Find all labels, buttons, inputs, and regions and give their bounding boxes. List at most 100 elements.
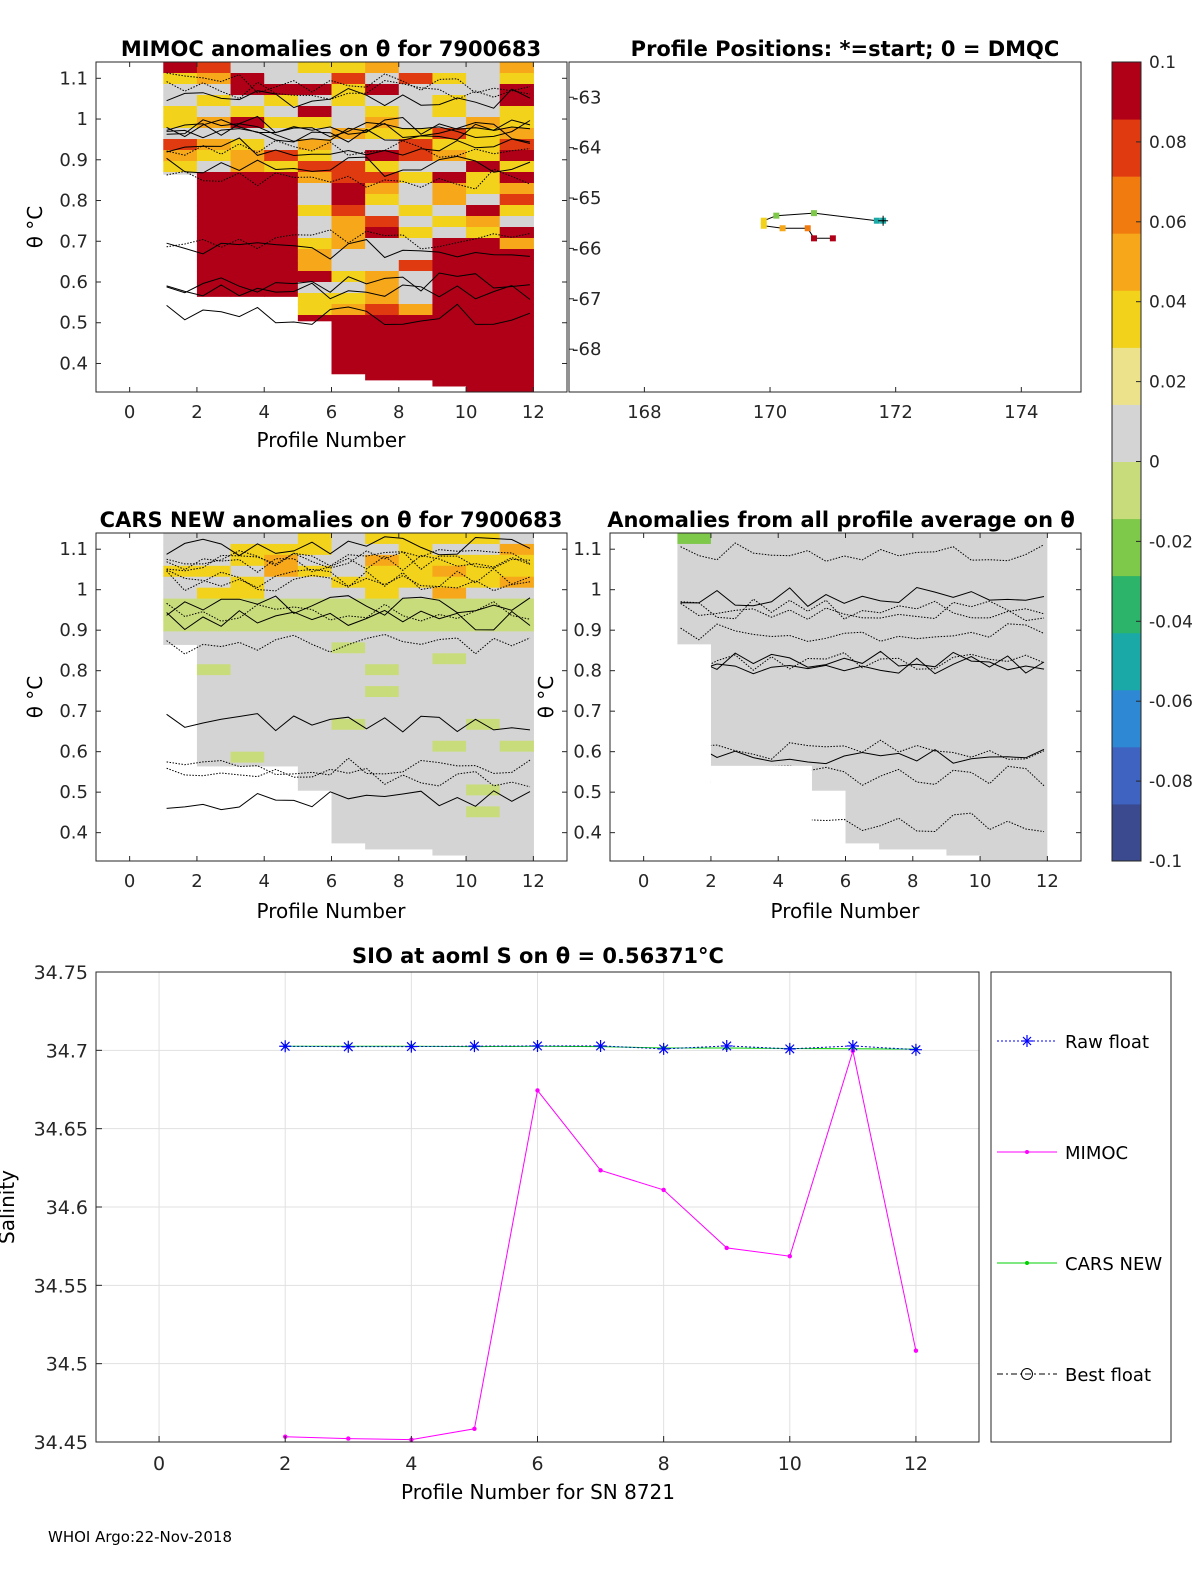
heat-cell bbox=[432, 675, 467, 687]
contour-line bbox=[166, 549, 531, 569]
heat-cell bbox=[297, 73, 333, 85]
heat-cell bbox=[811, 729, 847, 742]
heat-cell bbox=[466, 183, 501, 195]
contour-line bbox=[166, 122, 531, 142]
data-point-raw-float bbox=[342, 1040, 355, 1053]
heat-cell bbox=[398, 740, 434, 753]
positions-title: Profile Positions: *=start; 0 = DMQC bbox=[631, 37, 1060, 61]
heat-cell bbox=[466, 707, 501, 720]
heat-cell bbox=[432, 686, 467, 698]
y-tick-label: 1.1 bbox=[59, 68, 88, 89]
heat-cell bbox=[196, 751, 232, 764]
heat-cell bbox=[879, 817, 914, 829]
heat-cell bbox=[432, 370, 467, 382]
y-tick-label: 1.1 bbox=[59, 539, 88, 560]
heat-cell bbox=[744, 543, 779, 556]
heat-cell bbox=[980, 729, 1015, 742]
heat-cell bbox=[1013, 751, 1048, 764]
heat-cell bbox=[297, 183, 333, 195]
heat-cell bbox=[432, 172, 467, 184]
heat-cell bbox=[163, 587, 198, 600]
heat-cell bbox=[778, 620, 813, 632]
heat-cell bbox=[1013, 795, 1048, 807]
heat-cell bbox=[365, 664, 400, 676]
y-tick-label: -66 bbox=[572, 238, 601, 259]
heat-cell bbox=[466, 326, 501, 338]
heat-cell bbox=[980, 587, 1015, 600]
heat-cell bbox=[297, 282, 333, 294]
heat-cell bbox=[466, 565, 501, 578]
heat-cell bbox=[297, 106, 333, 118]
heat-cell bbox=[980, 543, 1015, 556]
heat-cell bbox=[811, 664, 847, 676]
heat-cell bbox=[946, 762, 981, 775]
heat-cell bbox=[710, 631, 746, 643]
heat-cell bbox=[1013, 762, 1048, 775]
heat-cell bbox=[264, 282, 299, 294]
legend-entry-mimoc: MIMOC bbox=[997, 1143, 1128, 1164]
heat-cell bbox=[432, 631, 467, 643]
heat-cell bbox=[744, 664, 779, 676]
heat-cell bbox=[811, 620, 847, 632]
heat-cell bbox=[432, 348, 467, 360]
heat-cell bbox=[811, 576, 847, 589]
heat-cell bbox=[264, 216, 299, 228]
heat-cell bbox=[196, 740, 232, 753]
heat-cell bbox=[230, 227, 265, 239]
heat-cell bbox=[946, 817, 981, 829]
heat-cell bbox=[297, 631, 333, 643]
heat-cell bbox=[466, 533, 501, 545]
heat-cell bbox=[297, 642, 333, 654]
heat-cell bbox=[946, 554, 981, 567]
heat-cell bbox=[912, 828, 948, 840]
heat-cell bbox=[1013, 806, 1048, 818]
heat-cell bbox=[331, 249, 366, 261]
heat-cell bbox=[778, 653, 813, 665]
heat-cell bbox=[1013, 533, 1048, 545]
heat-cell bbox=[196, 194, 232, 206]
heat-cell bbox=[230, 686, 265, 698]
heat-cell bbox=[879, 642, 914, 654]
y-tick-label: 1 bbox=[77, 580, 88, 601]
y-tick-label: 0.9 bbox=[59, 150, 88, 171]
heat-cell bbox=[980, 828, 1015, 840]
heat-cell bbox=[264, 95, 299, 107]
heat-cell bbox=[845, 686, 880, 698]
heat-cell bbox=[466, 227, 501, 239]
heat-cell bbox=[744, 697, 779, 709]
heat-cell bbox=[466, 839, 501, 851]
data-point-mimoc bbox=[787, 1253, 792, 1259]
heat-cell bbox=[912, 751, 948, 764]
heat-cell bbox=[432, 216, 467, 228]
heat-cell bbox=[499, 642, 534, 654]
heat-cell bbox=[980, 751, 1015, 764]
x-tick-label: 174 bbox=[1004, 402, 1038, 423]
profile-position-marker bbox=[804, 225, 811, 232]
heat-cell bbox=[466, 795, 501, 807]
heat-cell bbox=[466, 348, 501, 360]
heat-cell bbox=[297, 238, 333, 250]
heat-cell bbox=[980, 620, 1015, 632]
colorbar-tick-label: 0 bbox=[1149, 453, 1160, 473]
contour-line bbox=[680, 765, 1045, 787]
heat-cell bbox=[331, 84, 366, 96]
heat-cell bbox=[466, 828, 501, 840]
heat-cell bbox=[331, 337, 366, 349]
average-xlabel: Profile Number bbox=[771, 899, 921, 923]
heat-cell bbox=[879, 620, 914, 632]
heat-cell bbox=[845, 817, 880, 829]
heat-cell bbox=[264, 718, 299, 731]
heat-cell bbox=[466, 653, 501, 665]
heat-cell bbox=[297, 205, 333, 217]
heat-cell bbox=[331, 576, 366, 589]
heat-cell bbox=[398, 216, 434, 228]
heat-cell bbox=[398, 762, 434, 775]
x-tick-label: 4 bbox=[405, 1453, 417, 1475]
heat-cell bbox=[980, 631, 1015, 643]
positions-panel: 168 170 172 174 -63 -64 -65 -66 -67 -68 Profile P… bbox=[568, 37, 1082, 423]
y-tick-label: 0.4 bbox=[59, 823, 88, 844]
heat-cell bbox=[499, 205, 534, 217]
heat-cell bbox=[980, 806, 1015, 818]
heat-cell bbox=[297, 565, 333, 578]
heat-cell bbox=[744, 533, 779, 545]
